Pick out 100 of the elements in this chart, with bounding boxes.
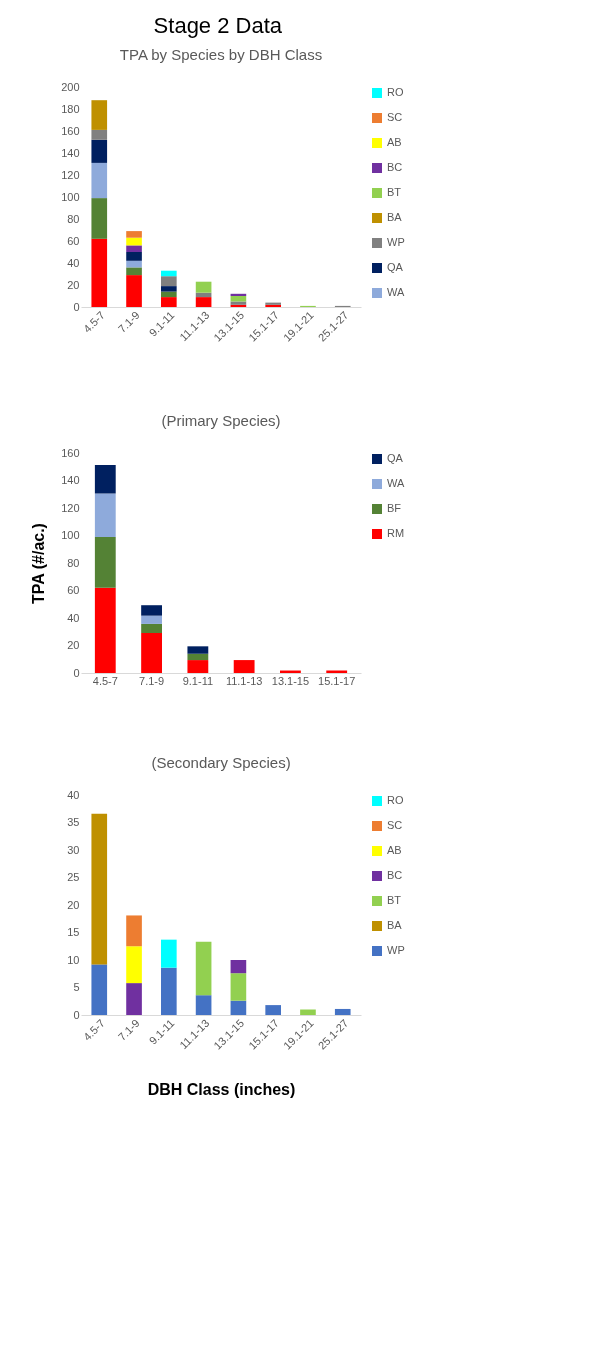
bar	[195, 995, 212, 1015]
y-tick-label: 20	[67, 278, 80, 291]
bar	[334, 1008, 351, 1015]
bar	[187, 646, 209, 654]
bar	[161, 939, 177, 968]
text: Stage 2 Data	[153, 13, 283, 38]
legend-label: RM	[387, 527, 405, 539]
y-tick-label: 160	[61, 446, 80, 459]
bar	[141, 605, 162, 616]
bar	[195, 941, 212, 996]
bar	[91, 964, 108, 1015]
bar	[187, 660, 209, 673]
bar	[233, 660, 255, 673]
legend-label: WP	[387, 236, 405, 248]
legend-label: BC	[387, 869, 403, 881]
y-axis-title: TPA (#/ac.)	[30, 523, 48, 604]
y-tick-label: 0	[73, 1008, 80, 1021]
legend-label: SC	[387, 819, 403, 831]
y-tick-label: 180	[61, 102, 80, 115]
y-tick-label: 0	[73, 300, 80, 313]
x-tick-label: 15.1-17	[318, 674, 356, 687]
x-axis-title: DBH Class (inches)	[147, 1080, 296, 1098]
bar	[230, 296, 247, 302]
bar	[126, 915, 142, 947]
bar	[141, 632, 162, 673]
legend-label: SC	[387, 111, 403, 123]
bar	[91, 162, 108, 199]
y-tick-label: 60	[67, 234, 80, 247]
y-tick-label: 15	[67, 926, 80, 938]
chart-title: (Primary Species)	[161, 412, 281, 429]
bar	[126, 252, 142, 261]
y-tick-label: 80	[67, 556, 80, 569]
x-tick-label: 7.1-9	[139, 674, 165, 687]
bar	[94, 587, 116, 673]
bar	[161, 276, 177, 287]
legend-label: WP	[387, 944, 405, 956]
legend-label: BT	[387, 186, 402, 198]
bar	[91, 100, 108, 130]
bar	[91, 129, 108, 140]
bar	[126, 260, 142, 268]
legend-label: RO	[387, 86, 404, 98]
bar	[91, 198, 108, 239]
y-tick-label: 35	[67, 816, 80, 828]
legend-label: BA	[387, 211, 403, 223]
y-tick-label: 160	[61, 124, 80, 137]
y-tick-label: 140	[61, 146, 80, 159]
bar	[230, 973, 247, 1001]
bar	[161, 297, 177, 307]
y-tick-label: 80	[67, 212, 80, 225]
chart-title: TPA by Species by DBH Class	[119, 46, 323, 63]
legend-label: WA	[387, 286, 405, 298]
bar	[126, 237, 142, 246]
y-tick-label: 40	[67, 256, 80, 269]
y-tick-label: 10	[67, 953, 80, 966]
y-tick-label: 20	[67, 639, 80, 651]
y-tick-label: 0	[73, 666, 80, 679]
legend-label: WA	[387, 477, 405, 489]
bar	[300, 1009, 316, 1015]
y-tick-label: 100	[61, 529, 80, 541]
bar	[195, 281, 212, 293]
y-tick-label: 30	[67, 843, 80, 856]
legend-label: BT	[387, 894, 402, 906]
bar	[161, 291, 177, 298]
bar	[161, 270, 177, 277]
bar	[91, 238, 108, 307]
bar	[195, 297, 212, 307]
bar	[230, 960, 247, 974]
bar	[94, 493, 116, 537]
y-tick-label: 5	[73, 981, 80, 993]
legend-label: AB	[387, 844, 402, 856]
bar	[126, 245, 142, 252]
legend-label: BC	[387, 161, 403, 173]
legend-label: AB	[387, 136, 402, 148]
bar	[94, 536, 116, 588]
bar	[126, 946, 142, 984]
bar	[91, 139, 108, 163]
legend-label: QA	[387, 452, 404, 464]
bar	[230, 1000, 247, 1015]
bar	[91, 813, 108, 965]
y-tick-label: 40	[67, 788, 80, 801]
x-tick-label: 11.1-13	[225, 674, 263, 687]
y-tick-label: 20	[67, 898, 80, 911]
y-tick-label: 60	[67, 584, 80, 596]
bar	[141, 623, 162, 633]
y-tick-label: 200	[61, 80, 80, 93]
x-tick-label: 4.5-7	[92, 674, 118, 687]
bar	[126, 983, 142, 1015]
bar	[265, 1005, 281, 1015]
x-tick-label: 9.1-11	[182, 674, 214, 687]
bar	[126, 231, 142, 238]
bar	[126, 275, 142, 307]
chart-title: (Secondary Species)	[151, 754, 291, 771]
bar	[94, 464, 116, 494]
bar	[161, 967, 177, 1015]
y-tick-label: 140	[61, 474, 80, 486]
bar	[126, 267, 142, 276]
legend-label: QA	[387, 261, 404, 273]
y-tick-label: 120	[61, 501, 80, 514]
x-tick-label: 13.1-15	[271, 674, 310, 687]
bar	[161, 286, 177, 292]
